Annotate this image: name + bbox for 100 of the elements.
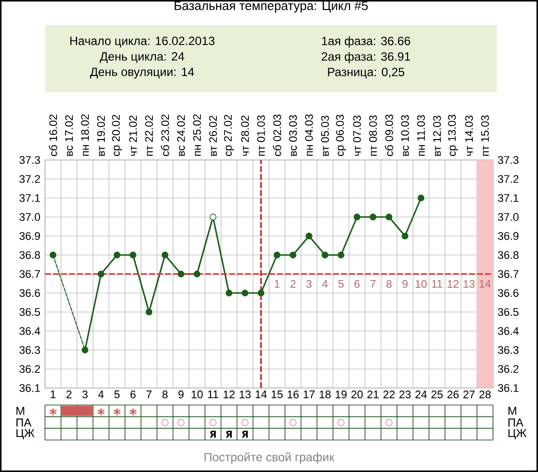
x-tick-label: 26 [447, 390, 459, 398]
x-tick-label: 14 [256, 390, 267, 398]
y-tick-label: 36.3 [19, 346, 40, 354]
annotation: 7 [370, 280, 376, 288]
x-tick-label: 17 [304, 390, 315, 398]
y2-tick-label: 36.9 [498, 232, 518, 240]
category-label: М [16, 406, 24, 415]
y-tick-label: 37.3 [19, 156, 40, 164]
annotation: 10 [416, 280, 427, 288]
x-tick-label: 5 [114, 390, 120, 398]
x2-tick-label: вс 24.02 [177, 115, 185, 156]
x-tick-label: 23 [399, 390, 411, 398]
point [322, 252, 328, 258]
text: Я [210, 430, 216, 438]
text: * [49, 408, 57, 416]
x-tick-label: 22 [383, 390, 395, 398]
text: * [97, 408, 105, 416]
x-tick-label: 18 [320, 390, 331, 398]
point [274, 252, 280, 258]
x-tick-label: 1 [50, 390, 56, 398]
annotation: 13 [464, 280, 475, 288]
annotation: 3 [306, 280, 312, 288]
x2-tick-label: вс 10.03 [401, 115, 409, 156]
point [178, 270, 184, 278]
y-tick-label: 36.7 [19, 270, 40, 278]
y2-tick-label: 36.3 [498, 346, 518, 354]
x-tick-label: 13 [240, 390, 251, 398]
point [370, 214, 376, 220]
text: 2ая фаза: 36.91 [322, 52, 410, 64]
x-tick-label: 3 [82, 390, 88, 398]
point [418, 194, 424, 202]
point [50, 252, 56, 258]
x-tick-label: 19 [336, 390, 347, 398]
y-tick-label: 36.5 [19, 308, 40, 316]
x2-tick-label: пн 04.03 [305, 114, 313, 156]
x-tick-label: 8 [162, 390, 168, 398]
x2-tick-label: чт 21.02 [129, 116, 137, 156]
x2-tick-label: пн 11.03 [417, 115, 425, 156]
point [210, 214, 216, 220]
x-tick-label: 21 [367, 390, 379, 398]
x2-tick-label: пт 22.02 [145, 115, 153, 156]
text: Разница: 0,25 [328, 68, 404, 78]
point [290, 252, 296, 258]
x-tick-label: 24 [415, 390, 427, 398]
x-tick-label: 15 [272, 390, 283, 398]
x-tick-label: 9 [178, 390, 184, 398]
x2-tick-label: ср 27.02 [224, 114, 234, 156]
annotation: 6 [354, 280, 360, 288]
point [354, 214, 360, 220]
text: День цикла: 24 [100, 52, 184, 63]
annotation: 2 [290, 280, 296, 288]
y-tick-label: 37.1 [19, 194, 40, 202]
point [98, 270, 104, 278]
x2-tick-label: чт 28.02 [241, 116, 249, 156]
text: День овуляции: 14 [90, 68, 194, 78]
annotation: 8 [386, 280, 392, 288]
x2-tick-label: вс 03.03 [289, 115, 297, 156]
text: ○ [178, 419, 184, 426]
y2-tick-label: 36.1 [498, 384, 518, 392]
x-tick-label: 6 [130, 390, 136, 398]
text: * [113, 408, 121, 416]
point [226, 290, 232, 296]
point [114, 252, 120, 258]
x2-tick-label: чт 07.03 [353, 116, 361, 156]
y2-tick-label: 37.0 [498, 213, 519, 221]
x-tick-label: 11 [208, 390, 218, 398]
text: ○ [162, 419, 168, 426]
point [194, 270, 200, 278]
y2-tick-label: 36.5 [498, 308, 518, 316]
point [130, 252, 136, 258]
y-tick-label: 36.1 [19, 384, 40, 392]
text: Постройте свой график [204, 452, 334, 464]
text: * [129, 408, 137, 416]
x2-tick-label: ср 13.03 [448, 114, 458, 156]
x2-tick-label: вс 17.02 [65, 115, 73, 156]
y2-tick-label: 36.7 [498, 270, 518, 278]
x-tick-label: 20 [351, 390, 363, 398]
annotation: 5 [338, 280, 344, 288]
category-label: ПА [16, 418, 32, 426]
x-tick-label: 12 [224, 390, 235, 398]
annotation: 12 [448, 280, 459, 288]
category-label: М [508, 406, 516, 415]
text: Начало цикла: 16.02.2013 [70, 36, 214, 48]
x-tick-label: 2 [66, 390, 72, 398]
x-tick-label: 25 [431, 390, 443, 398]
x2-tick-label: пн 18.02 [81, 114, 89, 156]
annotation: 14 [480, 280, 491, 288]
point [386, 214, 392, 220]
point [162, 252, 168, 258]
text: Я [226, 430, 232, 438]
point [306, 232, 312, 240]
x2-tick-label: пт 01.03 [257, 115, 265, 156]
x-tick-label: 27 [463, 390, 475, 398]
annotation: 11 [432, 280, 442, 288]
x-tick-label: 7 [146, 390, 152, 398]
text: ○ [210, 419, 216, 426]
y-tick-label: 37.2 [19, 175, 40, 183]
y2-tick-label: 36.2 [498, 365, 518, 373]
y-tick-label: 36.4 [19, 327, 40, 335]
text: ○ [338, 419, 344, 426]
